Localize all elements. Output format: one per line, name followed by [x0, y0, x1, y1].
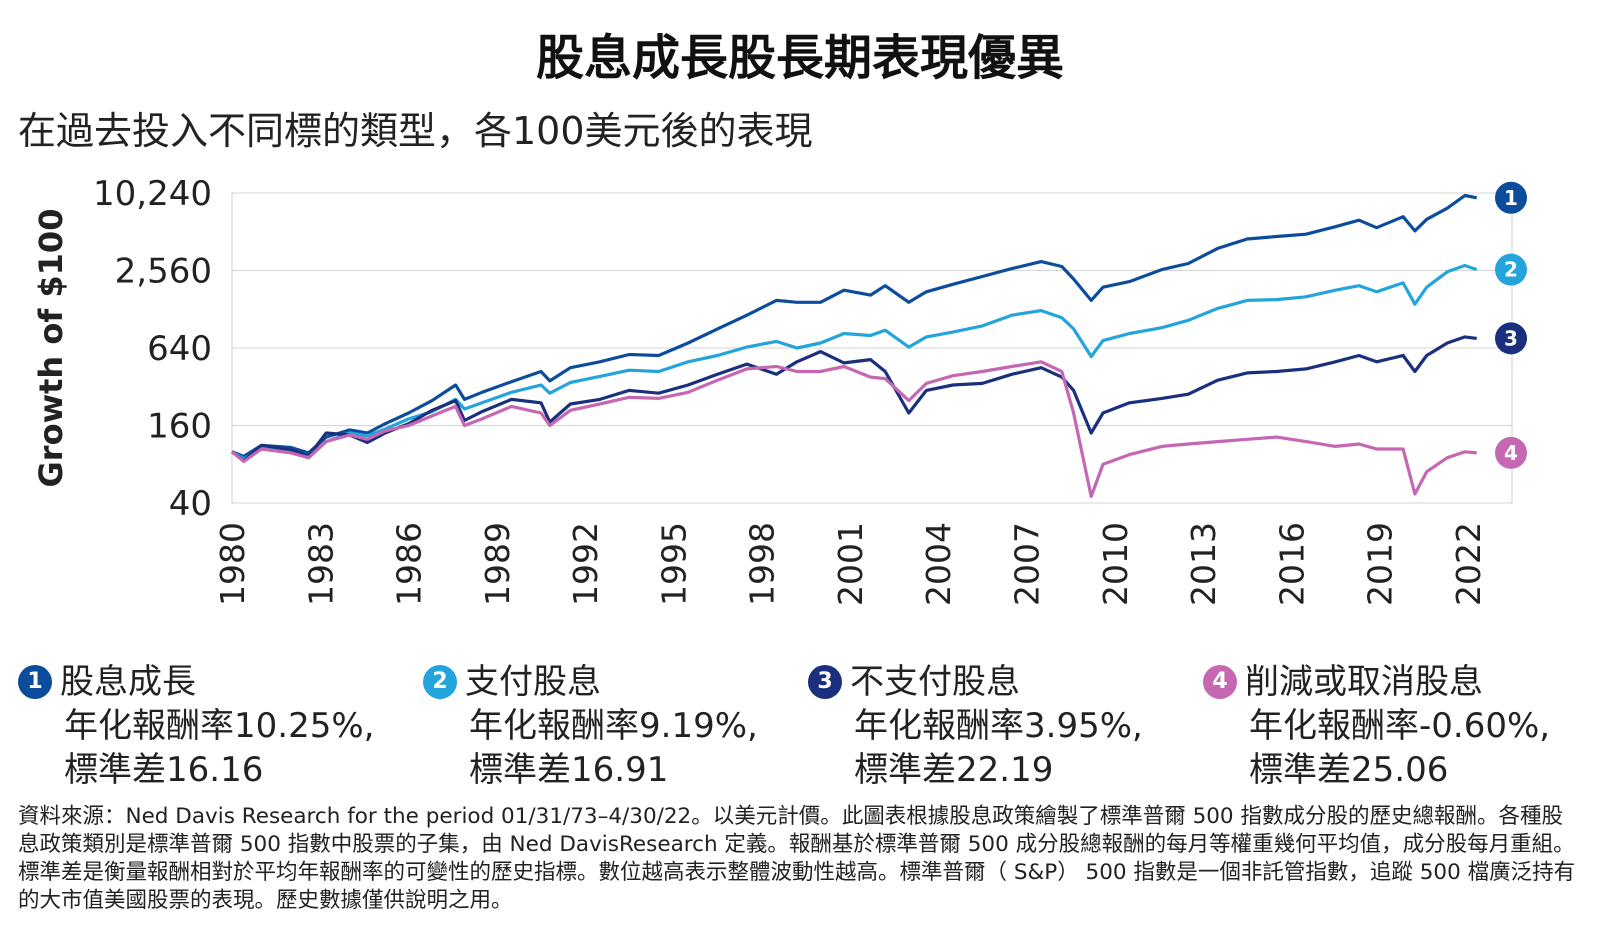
y-axis-title: Growth of $100	[32, 209, 70, 488]
series-line-1	[231, 193, 1478, 458]
y-tick-label: 40	[169, 484, 212, 524]
x-tick-label: 1989	[478, 522, 517, 606]
legend-name-3: 不支付股息	[850, 662, 1020, 702]
x-tick-label: 1998	[743, 522, 782, 606]
legend-std-3: 標準差22.19	[854, 750, 1054, 790]
x-tick-label: 2022	[1449, 522, 1488, 606]
series-end-label-2: 2	[1504, 258, 1518, 282]
series-end-label-3: 3	[1504, 326, 1518, 350]
series-end-badge-1	[1495, 181, 1527, 214]
x-tick-label: 2001	[831, 522, 870, 606]
legend-return-1: 年化報酬率10.25%,	[64, 706, 375, 746]
x-tick-label: 2013	[1184, 522, 1223, 606]
x-tick-label: 1995	[654, 522, 693, 606]
legend-std-1: 標準差16.16	[64, 750, 264, 790]
legend-std-4: 標準差25.06	[1249, 750, 1449, 790]
legend-name-2: 支付股息	[465, 662, 601, 702]
x-tick-label: 1992	[566, 522, 605, 606]
legend-item-2: 2 支付股息 年化報酬率9.19%, 標準差16.91	[423, 660, 758, 792]
series-badge-3: 3	[808, 665, 842, 699]
series-end-badge-2	[1495, 253, 1527, 286]
series-badge-2: 2	[423, 665, 457, 699]
y-tick-label: 10,240	[93, 174, 212, 214]
x-tick-label: 1986	[390, 522, 429, 606]
legend-return-2: 年化報酬率9.19%,	[469, 706, 758, 746]
legend-item-4: 4 削減或取消股息 年化報酬率-0.60%, 標準差25.06	[1203, 660, 1550, 792]
series-badge-4: 4	[1203, 665, 1237, 699]
x-tick-label: 2004	[919, 522, 958, 606]
line-chart: 40 160 640 2,560 10,240 Growth of $100 1980 198…	[32, 174, 1527, 606]
legend-name-4: 削減或取消股息	[1245, 662, 1483, 702]
legend-item-3: 3 不支付股息 年化報酬率3.95%, 標準差22.19	[808, 660, 1143, 792]
x-tick-label: 2010	[1096, 522, 1135, 606]
series-end-label-1: 1	[1504, 186, 1518, 210]
x-tick-label: 1983	[301, 522, 340, 606]
series-line-4	[230, 360, 1477, 498]
series-line-2	[231, 263, 1478, 461]
series-line-3	[231, 335, 1477, 463]
x-tick-label: 1980	[213, 522, 252, 606]
legend-name-1: 股息成長	[60, 662, 196, 702]
legend-item-1: 1 股息成長 年化報酬率10.25%, 標準差16.16	[18, 660, 374, 792]
series-end-badge-3	[1495, 322, 1527, 355]
legend-return-3: 年化報酬率3.95%,	[854, 706, 1143, 746]
chart-subtitle: 在過去投入不同標的類型，各100美元後的表現	[18, 109, 813, 153]
chart-title: 股息成長股長期表現優異	[535, 30, 1064, 86]
x-tick-label: 2019	[1361, 522, 1400, 606]
source-note: 資料來源：Ned Davis Research for the period 0…	[18, 804, 1576, 913]
x-tick-label: 2007	[1007, 522, 1046, 606]
series-end-badge-4	[1495, 436, 1527, 469]
x-tick-label: 2016	[1272, 522, 1311, 606]
y-tick-label: 160	[147, 407, 212, 447]
series-end-label-4: 4	[1504, 441, 1518, 465]
legend-return-4: 年化報酬率-0.60%,	[1249, 706, 1551, 746]
y-tick-label: 640	[147, 329, 212, 369]
legend-std-2: 標準差16.91	[469, 750, 669, 790]
y-tick-label: 2,560	[115, 252, 212, 292]
series-badge-1: 1	[18, 665, 52, 699]
